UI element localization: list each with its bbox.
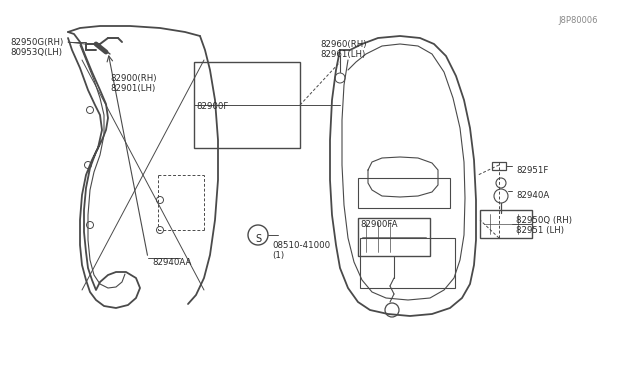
Text: 82900(RH)
82901(LH): 82900(RH) 82901(LH): [110, 74, 157, 93]
Bar: [480, 210, 532, 238]
Text: 82951F: 82951F: [516, 166, 548, 175]
Text: 82960(RH)
82961(LH): 82960(RH) 82961(LH): [320, 40, 367, 60]
Bar: [358, 178, 450, 208]
Text: 82900FA: 82900FA: [360, 220, 397, 229]
Text: J8P80006: J8P80006: [558, 16, 598, 25]
Bar: [492, 162, 506, 170]
Bar: [360, 238, 455, 288]
Text: 82900F: 82900F: [196, 102, 228, 111]
Bar: [194, 62, 300, 148]
Bar: [358, 218, 430, 256]
Text: 08510-41000
(1): 08510-41000 (1): [272, 241, 330, 260]
Text: 82940AA: 82940AA: [152, 258, 191, 267]
Text: 82950Q (RH)
82951 (LH): 82950Q (RH) 82951 (LH): [516, 216, 572, 235]
Text: 82950G(RH)
80953Q(LH): 82950G(RH) 80953Q(LH): [10, 38, 63, 57]
Text: 82940A: 82940A: [516, 191, 549, 200]
Text: S: S: [255, 234, 261, 244]
